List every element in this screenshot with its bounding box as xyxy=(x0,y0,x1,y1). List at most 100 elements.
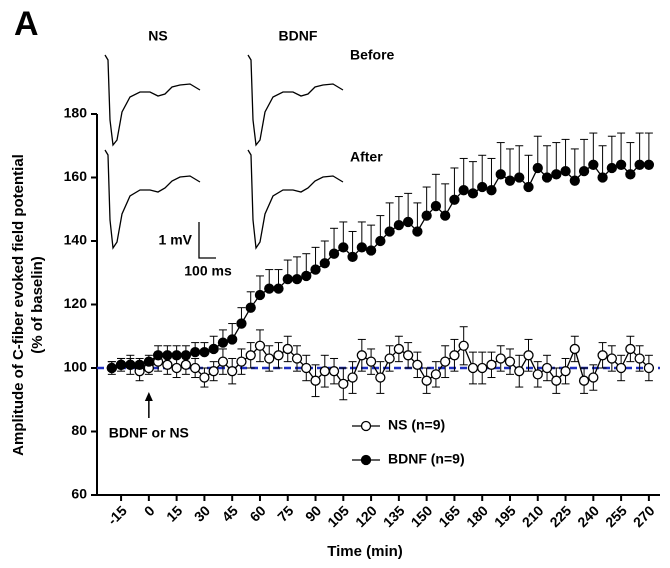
data-point xyxy=(365,356,377,367)
y-tick-label: 120 xyxy=(64,295,88,311)
data-point xyxy=(467,362,479,374)
data-point xyxy=(254,289,266,301)
data-point xyxy=(541,362,553,374)
data-point xyxy=(532,369,543,380)
data-point xyxy=(578,375,590,386)
data-point xyxy=(495,169,506,180)
inset-label: After xyxy=(350,149,383,165)
x-tick-label: 105 xyxy=(324,502,352,530)
data-point xyxy=(310,375,321,386)
data-point xyxy=(486,185,497,196)
data-point xyxy=(264,283,275,294)
data-point xyxy=(162,350,173,361)
data-point xyxy=(180,359,192,370)
data-point xyxy=(356,350,367,361)
trace xyxy=(247,54,344,147)
y-tick-label: 140 xyxy=(64,232,88,248)
data-point xyxy=(412,359,423,370)
x-tick-label: 195 xyxy=(491,502,519,530)
data-point xyxy=(152,350,164,361)
data-point xyxy=(504,175,516,186)
x-tick-label: 150 xyxy=(408,502,436,530)
x-tick-label: 270 xyxy=(630,502,658,530)
inset-label: BDNF xyxy=(279,28,318,44)
x-tick-label: 165 xyxy=(435,502,463,530)
data-point xyxy=(106,362,117,374)
data-point xyxy=(569,343,580,355)
data-point xyxy=(467,188,479,199)
data-point xyxy=(551,169,562,180)
data-point xyxy=(569,175,580,186)
data-point xyxy=(301,270,312,282)
data-point xyxy=(375,235,386,247)
data-point xyxy=(514,366,525,377)
data-point xyxy=(532,162,543,174)
data-point xyxy=(458,340,469,351)
data-point xyxy=(245,302,256,313)
data-point xyxy=(328,248,340,259)
data-point xyxy=(208,343,219,355)
data-point xyxy=(402,350,414,361)
data-point xyxy=(412,226,423,237)
data-point xyxy=(217,337,229,348)
data-point xyxy=(227,334,238,345)
data-point xyxy=(421,210,432,221)
legend-label: NS (n=9) xyxy=(388,417,445,433)
data-point xyxy=(458,185,469,196)
x-tick-label: 60 xyxy=(246,502,268,524)
y-tick-label: 160 xyxy=(64,168,88,184)
y-axis-label: Amplitude of C-fiber evoked field potent… xyxy=(10,154,27,456)
data-point xyxy=(504,356,516,367)
data-point xyxy=(291,353,303,364)
data-point xyxy=(430,369,442,380)
data-point xyxy=(606,353,617,364)
data-point xyxy=(282,273,293,285)
x-tick-label: 240 xyxy=(574,502,602,530)
data-point xyxy=(523,181,534,193)
data-point xyxy=(606,162,617,174)
data-point xyxy=(625,343,636,355)
x-tick-label: 0 xyxy=(141,502,158,519)
panel-label: A xyxy=(14,5,39,43)
x-tick-label: -15 xyxy=(104,502,130,528)
data-point xyxy=(143,356,155,367)
data-point xyxy=(449,194,460,205)
data-point xyxy=(273,283,284,294)
data-point xyxy=(375,372,386,383)
x-axis-label: Time (min) xyxy=(327,543,403,560)
data-point xyxy=(477,362,488,374)
data-point xyxy=(449,350,460,361)
data-point xyxy=(597,172,608,183)
arrow-head xyxy=(144,392,153,401)
x-tick-label: 90 xyxy=(302,502,324,524)
x-tick-label: 120 xyxy=(352,502,380,530)
x-tick-label: 180 xyxy=(463,502,491,530)
data-point xyxy=(254,340,266,351)
legend-label: BDNF (n=9) xyxy=(388,451,465,467)
trace xyxy=(104,54,201,147)
data-point xyxy=(236,318,247,329)
data-point xyxy=(319,258,330,269)
data-point xyxy=(384,353,395,364)
annotation: BDNF or NS xyxy=(109,425,189,441)
trace xyxy=(247,149,344,250)
data-point xyxy=(208,366,219,377)
data-point xyxy=(190,346,201,358)
data-point xyxy=(171,362,182,374)
data-point xyxy=(634,353,645,364)
data-point xyxy=(643,159,655,170)
data-point xyxy=(523,350,534,361)
inset-label: 1 mV xyxy=(159,232,193,248)
data-point xyxy=(421,375,432,386)
data-point xyxy=(180,350,192,361)
legend-marker xyxy=(360,454,372,466)
x-tick-label: 75 xyxy=(274,502,296,524)
data-point xyxy=(217,356,229,367)
data-point xyxy=(643,362,655,374)
y-tick-label: 60 xyxy=(71,486,87,502)
data-point xyxy=(551,375,562,386)
x-tick-label: 225 xyxy=(546,502,574,530)
y-axis-label: (% of baselin) xyxy=(29,256,46,354)
data-point xyxy=(301,362,312,374)
